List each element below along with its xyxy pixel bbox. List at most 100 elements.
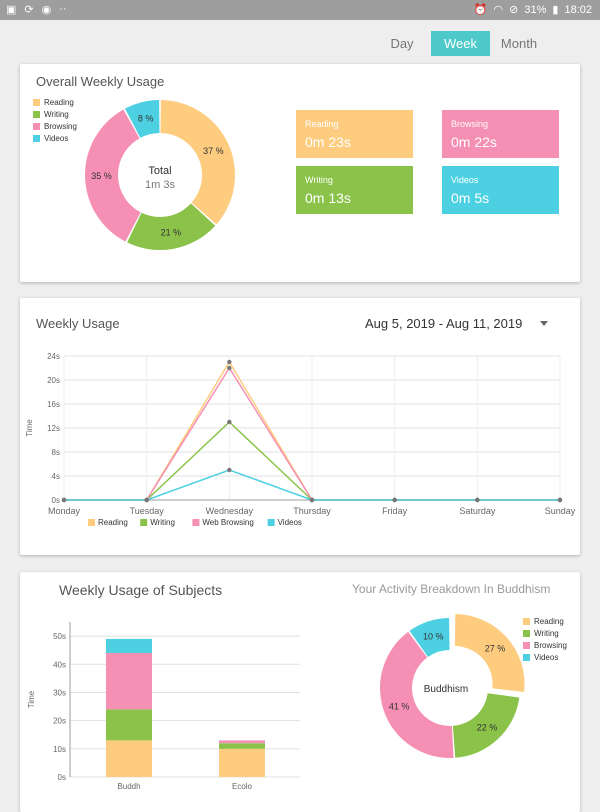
x-tick-label: Wednesday: [206, 506, 254, 516]
donut-slice-label: 22 %: [477, 722, 498, 732]
y-tick-label: 8s: [52, 448, 60, 457]
data-point: [309, 497, 315, 503]
tab-day[interactable]: Day: [390, 36, 414, 51]
status-bar: ▣ ⟳ ◉ ·· ⏰ ◠ ⊘ 31% ▮ 18:02: [0, 0, 600, 20]
sync-icon: ⟳: [24, 4, 34, 16]
donut-slice-browsing: [84, 109, 141, 242]
donut-slice-reading: [160, 100, 236, 225]
donut-slice-label: 35 %: [91, 171, 112, 181]
y-tick-label: 40s: [53, 660, 66, 669]
bar-segment-writing: [219, 743, 265, 749]
dnd-icon: ⊘: [509, 4, 519, 16]
subjects-bar-chart: 0s 10s 20s 30s 40s 50s Time Buddh Ecolo: [27, 622, 300, 791]
data-point: [227, 419, 232, 425]
legend-item: Writing: [523, 627, 567, 639]
x-tick-label: Tuesday: [130, 506, 165, 516]
data-point: [475, 497, 480, 503]
more-icon: ··: [59, 3, 67, 15]
tab-month[interactable]: Month: [500, 36, 538, 51]
y-tick-label: 20s: [47, 376, 60, 385]
donut-slice-reading: [454, 614, 525, 692]
wifi-icon: ◠: [493, 4, 504, 16]
y-tick-label: 0s: [58, 773, 66, 782]
stat-videos: Videos 0m 5s: [442, 166, 559, 214]
subjects-title: Weekly Usage of Subjects: [59, 582, 223, 598]
bar-segment-browsing: [106, 653, 152, 710]
donut-slice-label: 27 %: [485, 643, 506, 653]
legend-item: Browsing: [523, 639, 567, 651]
data-point: [144, 497, 149, 503]
x-tick-label: Friday: [382, 506, 408, 516]
legend-item: Reading: [33, 96, 77, 108]
legend-swatch: [267, 519, 275, 526]
legend-label: Videos: [278, 518, 302, 527]
y-axis-label: Time: [25, 419, 34, 437]
legend-label: Writing: [150, 518, 175, 527]
y-tick-label: 16s: [47, 400, 60, 409]
y-tick-label: 20s: [53, 717, 66, 726]
y-tick-label: 0s: [52, 496, 60, 505]
x-tick-label: Saturday: [459, 506, 496, 516]
weekly-line-chart: 0s 4s 8s 12s 16s 20s 24s Monday Tuesday Wednesday…: [25, 352, 576, 527]
donut-slice-writing: [452, 693, 520, 758]
x-tick-label: Sunday: [545, 506, 576, 516]
data-point: [392, 497, 397, 503]
donut-slice-writing: [127, 203, 216, 250]
data-point: [227, 365, 232, 371]
bar-segment-browsing: [219, 740, 265, 744]
legend-item: Browsing: [33, 120, 77, 132]
bar-segment-videos: [106, 638, 152, 653]
overall-donut-chart: 37 % 21 % 35 % 8 %: [84, 100, 236, 250]
donut-center-title: Total: [148, 165, 172, 177]
buddhism-donut-chart: 27 % 22 % 41 % 10 %: [380, 614, 525, 758]
clock: 18:02: [564, 3, 592, 16]
data-point: [227, 467, 232, 473]
chevron-down-icon[interactable]: [539, 320, 549, 328]
bar-segment-reading: [219, 748, 265, 777]
overall-usage-card: Overall Weekly Usage Reading Writing Bro…: [20, 64, 580, 282]
data-point: [61, 497, 67, 503]
bar-segment-reading: [106, 740, 152, 777]
donut-slice-browsing: [380, 631, 454, 758]
donut-slice-label: 37 %: [203, 146, 224, 156]
donut-slice-label: 21 %: [161, 227, 182, 237]
battery-icon: ▮: [552, 4, 559, 16]
buddhism-center-label: Buddhism: [423, 684, 469, 695]
breakdown-title: Your Activity Breakdown In Buddhism: [352, 582, 551, 596]
legend-swatch: [192, 519, 200, 526]
breakdown-legend: Reading Writing Browsing Videos: [523, 615, 567, 663]
data-point: [557, 497, 563, 503]
overall-title: Overall Weekly Usage: [36, 74, 165, 89]
legend-item: Reading: [523, 615, 567, 627]
y-tick-label: 30s: [53, 688, 66, 697]
app-icon: ◉: [41, 4, 52, 16]
legend-label: Web Browsing: [202, 518, 253, 527]
legend-item: Videos: [33, 132, 77, 144]
alarm-icon: ⏰: [473, 4, 488, 16]
x-tick-label: Ecolo: [232, 782, 253, 791]
legend-label: Reading: [98, 518, 128, 527]
legend-swatch: [88, 519, 95, 526]
donut-slice-label: 8 %: [138, 113, 154, 123]
stat-browsing: Browsing 0m 22s: [442, 110, 559, 158]
x-tick-label: Buddh: [117, 782, 140, 791]
y-tick-label: 4s: [52, 472, 60, 481]
x-tick-label: Thursday: [293, 506, 331, 516]
y-tick-label: 10s: [53, 745, 66, 754]
donut-slice-label: 10 %: [423, 632, 444, 642]
weekly-usage-card: Weekly Usage Aug 5, 2019 - Aug 11, 2019 …: [20, 298, 580, 555]
weekly-title: Weekly Usage: [36, 316, 120, 331]
legend-item: Writing: [33, 108, 77, 120]
y-axis-label: Time: [27, 690, 36, 708]
legend-item: Videos: [523, 651, 567, 663]
tab-week[interactable]: Week: [431, 31, 490, 56]
donut-slice-videos: [124, 100, 160, 138]
overall-legend: Reading Writing Browsing Videos: [33, 96, 77, 144]
data-point: [227, 359, 232, 365]
stat-writing: Writing 0m 13s: [296, 166, 413, 214]
y-tick-label: 24s: [47, 352, 60, 361]
stat-reading: Reading 0m 23s: [296, 110, 413, 158]
legend-swatch: [140, 519, 148, 526]
date-range-selector[interactable]: Aug 5, 2019 - Aug 11, 2019: [365, 316, 523, 331]
bar-segment-writing: [106, 709, 152, 741]
